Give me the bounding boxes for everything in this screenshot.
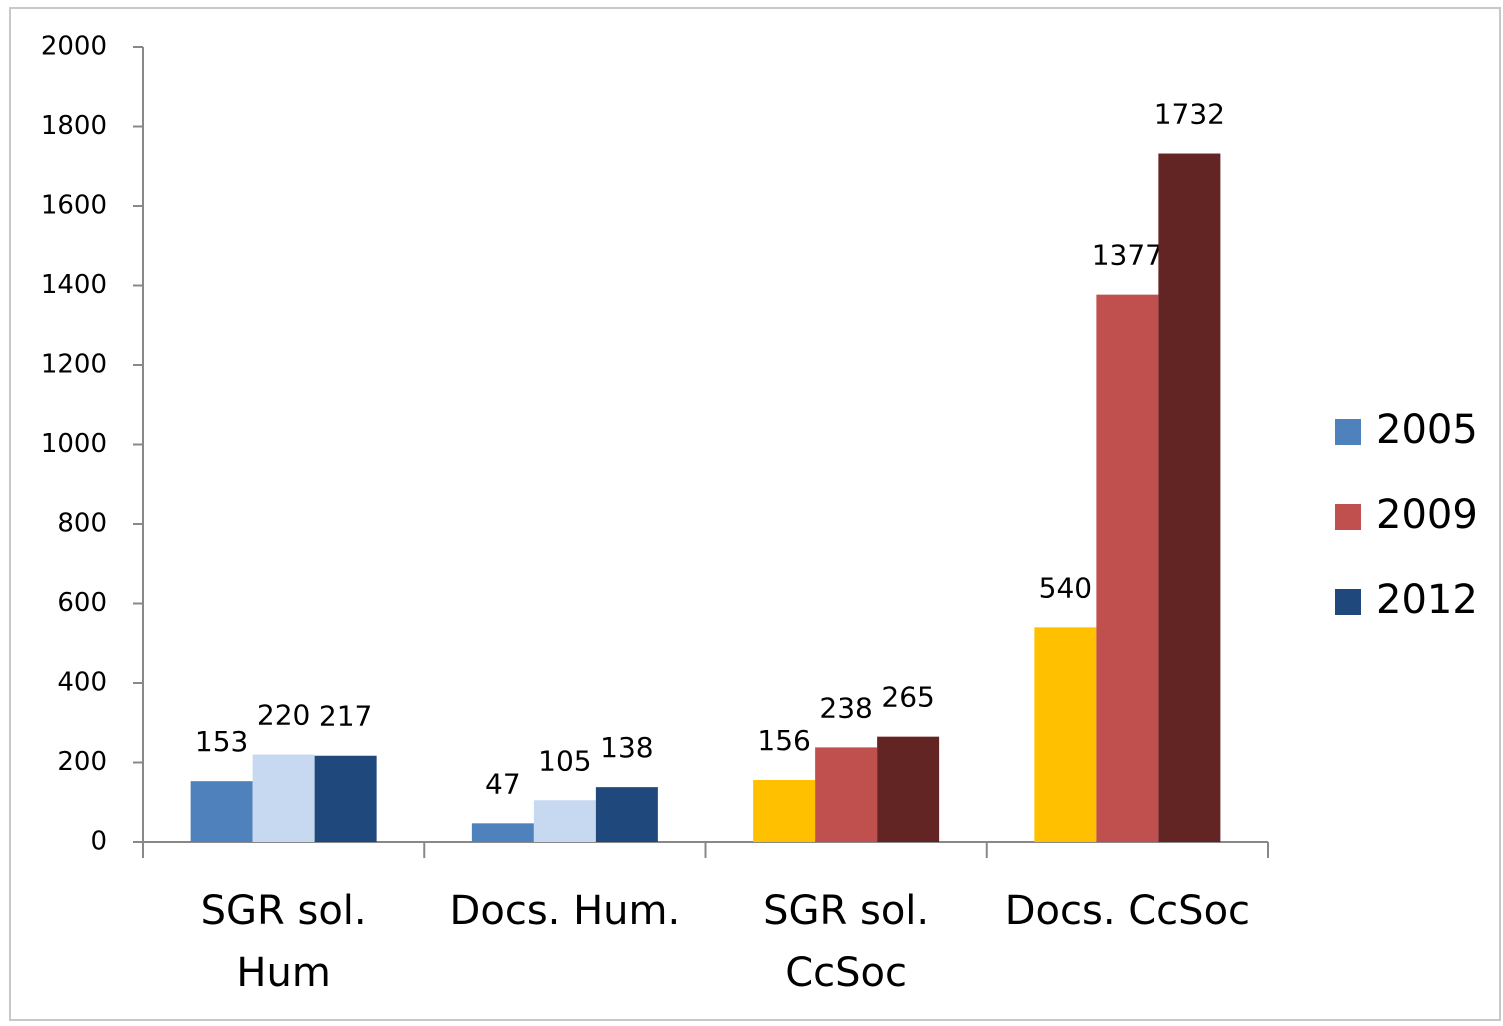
x-tick-label: Docs. CcSoc [1004,888,1251,934]
data-label: 1732 [1154,98,1225,131]
x-tick-label: Docs. Hum. [449,888,681,934]
y-tick-label: 1600 [41,191,107,221]
data-label: 138 [600,731,653,764]
bar [533,800,596,842]
data-label: 220 [257,699,310,732]
data-label: 217 [319,700,372,733]
y-tick-label: 1400 [41,270,107,300]
bar [753,779,816,842]
legend-label: 2009 [1376,492,1478,538]
bar [252,754,315,842]
legend-swatch [1335,589,1361,615]
bar [815,747,878,842]
y-tick-label: 2000 [41,32,107,62]
legend-swatch [1335,504,1361,530]
y-tick-label: 1800 [41,111,107,141]
bar [471,823,534,842]
y-tick-label: 800 [57,509,107,539]
legend-label: 2005 [1376,407,1478,453]
data-label: 153 [195,725,248,758]
data-label: 47 [485,767,521,800]
bar [190,781,253,842]
data-label: 1377 [1092,239,1163,272]
bar [1158,153,1221,842]
bar [595,787,658,842]
data-label: 105 [538,744,591,777]
x-tick-label: SGR sol. CcSoc [763,888,930,996]
y-tick-label: 600 [57,588,107,618]
bar [314,755,377,842]
x-tick-label: SGR sol. Hum [200,888,367,996]
chart-border [9,7,1501,1021]
y-tick-label: 0 [90,827,107,857]
data-label: 156 [757,724,810,757]
legend-label: 2012 [1376,577,1478,623]
y-tick-label: 1000 [41,429,107,459]
legend-swatch [1335,419,1361,445]
data-label: 540 [1039,571,1092,604]
y-tick-label: 1200 [41,350,107,380]
bar [1034,627,1097,842]
y-tick-label: 400 [57,668,107,698]
data-label: 238 [819,691,872,724]
bar [877,736,940,842]
bar [1096,294,1159,843]
y-tick-label: 200 [57,747,107,777]
data-label: 265 [881,681,934,714]
